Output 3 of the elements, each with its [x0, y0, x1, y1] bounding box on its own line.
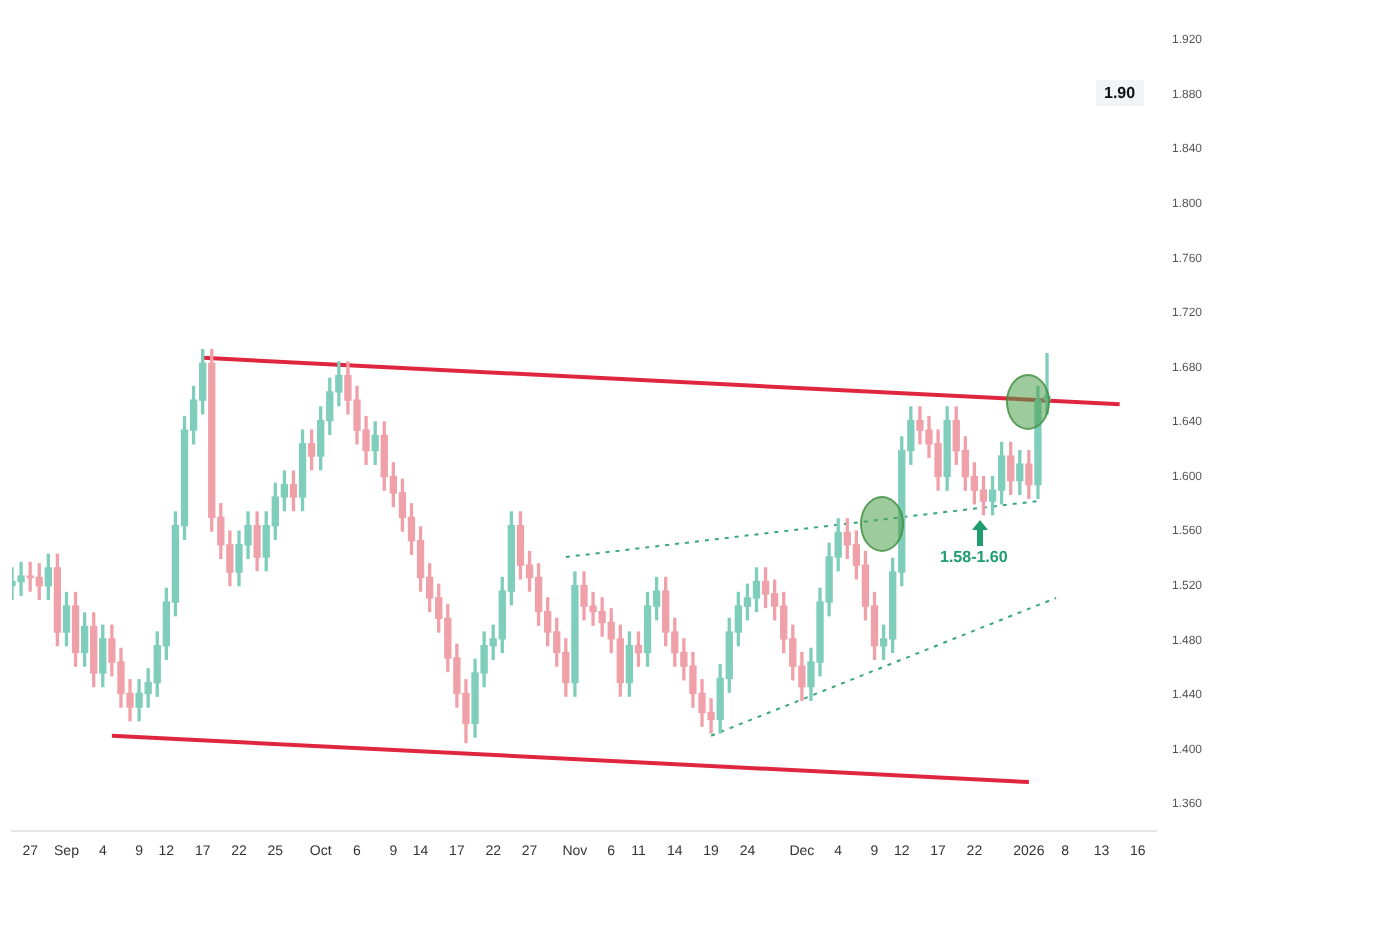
- annotation: 1.58-1.60: [940, 548, 1008, 566]
- candlestick: [17, 561, 25, 596]
- annotation: 1.90: [1096, 80, 1144, 106]
